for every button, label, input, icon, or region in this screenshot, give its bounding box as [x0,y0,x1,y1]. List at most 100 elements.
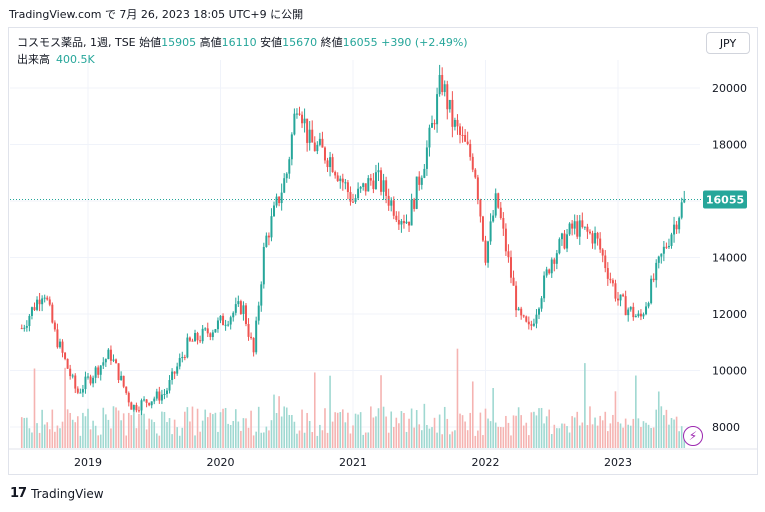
volume-bar [263,432,265,448]
candle-body [145,399,148,403]
volume-bar [82,412,84,448]
candle-body [673,224,676,235]
volume-bar [163,411,166,448]
candle-body [568,223,571,235]
candle-body [479,199,482,217]
volume-bar [260,432,263,448]
tradingview-logo-icon: 17 [10,486,27,501]
volume-bar [599,415,601,448]
symbol-label: コスモス薬品, 1週, TSE [17,36,136,49]
high-value: 16110 [221,36,257,49]
candle-body [418,176,421,185]
volume-bar [234,409,237,448]
candle-body [428,127,431,148]
candle-body [165,390,168,395]
candle-body [397,219,400,225]
candle-body [543,275,546,299]
volume-bar [375,416,377,448]
volume-bar [28,428,31,448]
candle-body [362,183,365,187]
volume-bar [102,407,105,448]
candle-body [532,323,535,326]
volume-bar [614,391,617,448]
candle-body [377,170,380,173]
currency-button[interactable]: JPY [706,32,750,54]
volume-bar [650,428,652,448]
volume-bar [474,435,477,448]
candle-body [627,309,630,316]
volume-bar [33,368,36,448]
published-line: TradingView.com で 7月 26, 2023 18:05 UTC+… [9,8,304,21]
candle-body [234,304,237,313]
candle-body [285,173,288,179]
volume-bar [652,427,655,448]
candle-body [650,278,653,304]
candle-body [334,171,337,176]
candle-body [115,359,118,364]
volume-bar [303,432,306,448]
high-label: 高値 [199,36,222,49]
volume-bar [306,412,308,448]
candle-body [553,259,556,264]
y-tick-label: 12000 [712,308,747,321]
candle-body [298,113,301,115]
candle-body [329,157,332,168]
candle-body [257,305,260,321]
volume-bar [612,414,614,448]
volume-bar [178,435,181,448]
candle-body [188,337,191,341]
candle-body [369,178,372,181]
candle-body [410,199,413,226]
volume-bar [512,415,515,448]
volume-bar [143,413,145,448]
candle-body [578,220,581,237]
candle-body [354,198,357,202]
volume-bar [405,431,408,448]
candle-body [344,182,347,184]
candle-body [385,180,388,196]
lightning-icon[interactable]: ⚡ [683,426,703,446]
volume-bar [367,432,370,448]
candle-body [308,129,311,143]
candle-body [481,216,484,241]
volume-bar [191,406,194,448]
candle-body [303,118,306,124]
volume-bar [563,423,566,448]
footer-branding[interactable]: 17 TradingView [10,486,104,501]
candle-body [41,298,44,305]
x-tick-label: 2021 [339,456,367,469]
candle-body [538,308,541,315]
candle-body [443,84,446,93]
last-price-badge [703,190,747,209]
volume-bar [357,414,359,448]
volume-bar [675,416,678,448]
volume-bar [145,429,148,448]
volume-bar [589,406,591,448]
volume-bar [257,406,260,448]
candle-body [232,312,235,318]
candle-body [140,400,143,411]
candle-body [158,391,161,401]
candle-body [352,201,354,203]
volume-bar [64,367,66,448]
candle-body [665,246,668,248]
candle-body [527,321,530,325]
candle-body [530,324,533,326]
candle-body [247,324,250,337]
candle-body [33,307,36,310]
volume-bar [398,423,400,448]
candle-body [155,391,158,399]
volume-bar [334,412,336,448]
volume-bar [69,412,71,448]
volume-bar [117,410,120,448]
volume-bar [247,427,250,448]
candle-body [494,193,497,216]
volume-bar [349,433,352,448]
volume-bar [578,425,581,448]
volume-bar [199,431,201,448]
volume-bar [26,417,28,448]
volume-bar [619,423,622,448]
candle-body [387,195,390,206]
volume-bar [484,408,487,448]
